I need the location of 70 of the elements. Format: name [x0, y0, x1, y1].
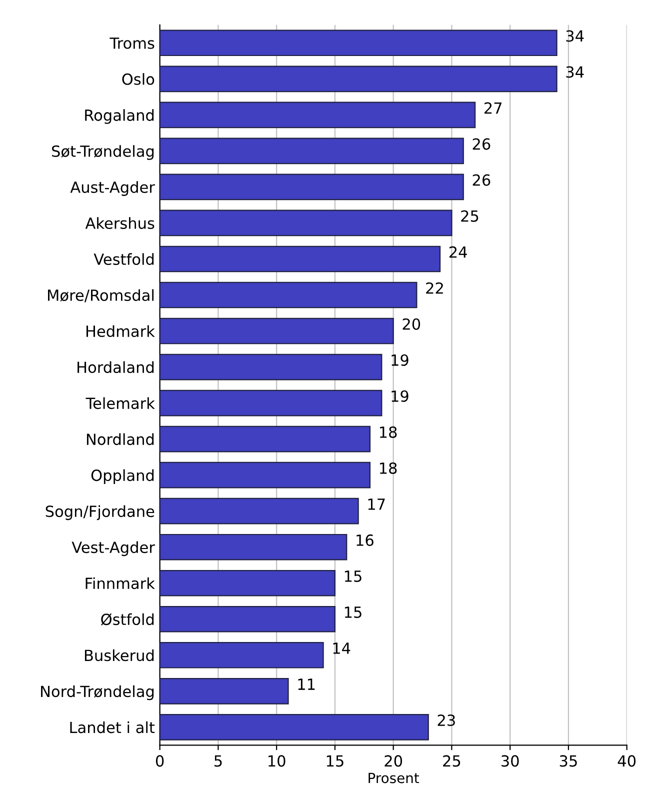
data-label: 20	[402, 318, 420, 330]
x-tick-label: 0	[156, 755, 164, 767]
data-label: 34	[566, 66, 584, 78]
data-label: 18	[380, 426, 397, 438]
y-tick-label: Vest-Agder	[72, 541, 155, 556]
data-label: 19	[392, 354, 408, 366]
data-label: 19	[392, 390, 408, 402]
bar	[160, 426, 371, 452]
y-tick-label: Møre/Romsdal	[48, 289, 154, 302]
bar	[160, 462, 371, 488]
bar	[160, 570, 336, 596]
x-tick-label: 30	[502, 755, 519, 767]
data-label: 14	[333, 642, 350, 654]
data-label: 22	[426, 282, 443, 294]
bar	[160, 282, 418, 308]
x-tick-label: 25	[443, 755, 460, 767]
bar	[160, 498, 359, 524]
y-tick-label: Vestfold	[94, 253, 154, 266]
y-tick-label: Hedmark	[86, 325, 155, 338]
bar	[160, 30, 558, 56]
bar	[160, 246, 441, 272]
bar	[160, 390, 382, 416]
y-tick-label: Nordland	[86, 433, 154, 446]
bar	[160, 210, 452, 236]
y-tick-label: Oslo	[122, 73, 154, 85]
y-tick-label: Landet i alt	[70, 721, 155, 734]
bar	[160, 642, 324, 668]
data-label: 11	[298, 678, 315, 690]
y-tick-label: Sogn/Fjordane	[46, 505, 154, 520]
y-tick-label: Østfold	[101, 613, 154, 626]
x-tick-label: 5	[214, 755, 222, 767]
data-label: 24	[449, 246, 467, 258]
y-tick-label: Søt-Trøndelag	[52, 145, 154, 160]
bar	[160, 714, 429, 740]
bar	[160, 66, 558, 92]
x-tick-label: 40	[618, 755, 636, 767]
x-tick-label: 15	[326, 755, 344, 767]
data-label: 16	[356, 534, 374, 546]
data-label: 15	[344, 570, 362, 582]
bar	[160, 102, 476, 128]
y-tick-label: Rogaland	[85, 109, 154, 124]
bar	[160, 678, 289, 704]
y-tick-label: Finnmark	[86, 577, 155, 590]
data-label: 26	[472, 138, 490, 150]
y-tick-label: Oppland	[91, 469, 154, 484]
bar	[160, 174, 464, 200]
data-label: 23	[438, 714, 455, 726]
y-tick-label: Telemark	[86, 397, 155, 410]
bar	[160, 534, 348, 560]
data-label: 34	[566, 30, 584, 42]
y-tick-label: Buskerud	[84, 649, 154, 662]
data-label: 17	[368, 498, 385, 510]
y-tick-label: Nord-Trøndelag	[41, 685, 154, 700]
data-label: 18	[380, 462, 397, 474]
bar	[160, 354, 382, 380]
data-label: 26	[472, 174, 490, 186]
data-label: 27	[484, 102, 502, 114]
data-label: 15	[344, 606, 362, 618]
y-tick-label: Troms	[110, 38, 154, 49]
bar	[160, 138, 464, 164]
x-tick-label: 20	[384, 755, 402, 767]
y-tick-label: Akershus	[85, 217, 154, 229]
x-tick-label: 10	[268, 755, 286, 767]
data-label: 25	[461, 210, 478, 222]
x-axis-title: Prosent	[368, 772, 420, 784]
y-tick-label: Hordaland	[78, 361, 154, 374]
y-tick-label: Aust-Agder	[70, 181, 155, 196]
bar	[160, 318, 394, 344]
bar	[160, 606, 336, 632]
x-tick-label: 35	[560, 755, 577, 767]
